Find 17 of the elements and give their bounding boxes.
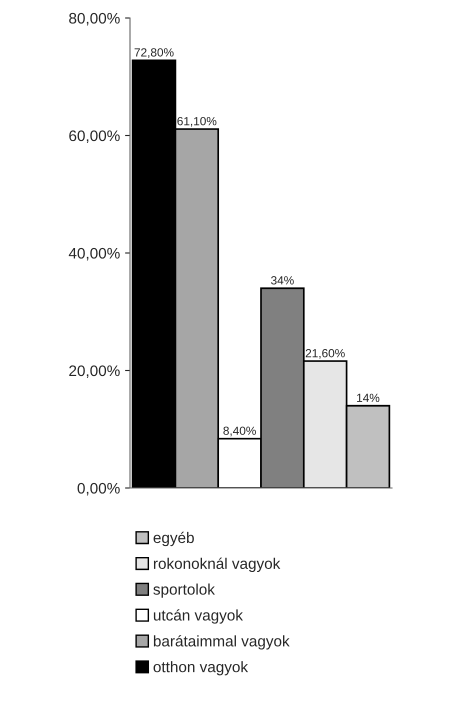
legend-label: rokonoknál vagyok <box>154 558 280 572</box>
legend-label: otthon vagyok <box>154 661 248 676</box>
data-label: 34% <box>271 276 294 285</box>
legend-label: egyéb <box>154 532 194 546</box>
y-tick-label: 20,00% <box>69 365 120 378</box>
legend-label: barátaimmal vagyok <box>154 635 290 650</box>
data-label: 72,80% <box>134 48 174 58</box>
y-tick-label: 0,00% <box>78 482 120 496</box>
data-label: 8,40% <box>223 426 256 436</box>
y-tick-label: 40,00% <box>68 248 120 260</box>
y-tick-label: 80,00% <box>69 12 120 26</box>
data-label: 21,60% <box>306 349 345 359</box>
data-label: 61,10% <box>177 116 216 127</box>
legend-label: sportolok <box>153 584 215 598</box>
y-tick-label: 60,00% <box>69 130 120 143</box>
legend-label: utcán vagyok <box>154 609 243 624</box>
data-label: 14% <box>357 394 380 402</box>
